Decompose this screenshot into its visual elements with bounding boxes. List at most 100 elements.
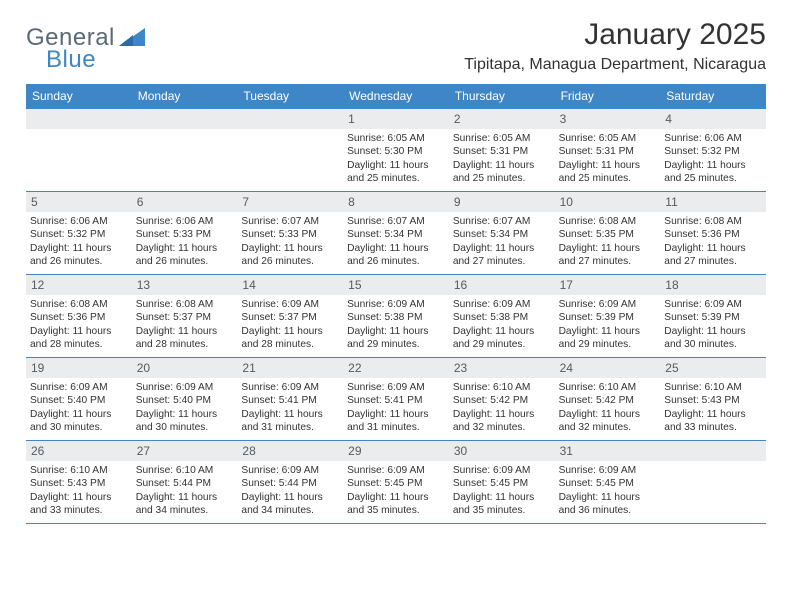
daylight-line: Daylight: 11 hours and 25 minutes. — [664, 159, 762, 186]
daylight-line: Daylight: 11 hours and 25 minutes. — [347, 159, 445, 186]
daylight-line: Daylight: 11 hours and 35 minutes. — [347, 491, 445, 518]
daylight-line: Daylight: 11 hours and 29 minutes. — [559, 325, 657, 352]
sunset-line: Sunset: 5:40 PM — [30, 394, 128, 407]
sunset-line: Sunset: 5:36 PM — [664, 228, 762, 241]
sunrise-line: Sunrise: 6:10 AM — [453, 381, 551, 394]
daylight-line: Daylight: 11 hours and 27 minutes. — [559, 242, 657, 269]
daylight-line: Daylight: 11 hours and 30 minutes. — [30, 408, 128, 435]
sunrise-line: Sunrise: 6:09 AM — [241, 464, 339, 477]
daylight-line: Daylight: 11 hours and 30 minutes. — [136, 408, 234, 435]
day-number: 5 — [26, 192, 132, 212]
daylight-line: Daylight: 11 hours and 25 minutes. — [559, 159, 657, 186]
sunrise-line: Sunrise: 6:08 AM — [136, 298, 234, 311]
sunset-line: Sunset: 5:41 PM — [241, 394, 339, 407]
sunset-line: Sunset: 5:40 PM — [136, 394, 234, 407]
sunset-line: Sunset: 5:33 PM — [241, 228, 339, 241]
daylight-line: Daylight: 11 hours and 29 minutes. — [347, 325, 445, 352]
sunrise-line: Sunrise: 6:09 AM — [241, 381, 339, 394]
daylight-line: Daylight: 11 hours and 26 minutes. — [30, 242, 128, 269]
day-cell: 24Sunrise: 6:10 AMSunset: 5:42 PMDayligh… — [555, 358, 661, 440]
sunset-line: Sunset: 5:38 PM — [453, 311, 551, 324]
daylight-line: Daylight: 11 hours and 33 minutes. — [664, 408, 762, 435]
day-number: 2 — [449, 109, 555, 129]
sunset-line: Sunset: 5:36 PM — [30, 311, 128, 324]
weekday-tuesday: Tuesday — [237, 84, 343, 109]
sunset-line: Sunset: 5:37 PM — [241, 311, 339, 324]
title-block: January 2025 — [584, 18, 766, 52]
daylight-line: Daylight: 11 hours and 28 minutes. — [136, 325, 234, 352]
sunset-line: Sunset: 5:32 PM — [30, 228, 128, 241]
sunset-line: Sunset: 5:31 PM — [453, 145, 551, 158]
daylight-line: Daylight: 11 hours and 31 minutes. — [347, 408, 445, 435]
page-title: January 2025 — [584, 18, 766, 52]
day-cell: 2 Sunrise: 6:05 AMSunset: 5:31 PMDaylight… — [449, 109, 555, 191]
day-number: 24 — [555, 358, 661, 378]
sunrise-line: Sunrise: 6:09 AM — [453, 464, 551, 477]
sunrise-line: Sunrise: 6:09 AM — [347, 298, 445, 311]
daylight-line: Daylight: 11 hours and 32 minutes. — [453, 408, 551, 435]
daylight-line: Daylight: 11 hours and 29 minutes. — [453, 325, 551, 352]
day-number: 8 — [343, 192, 449, 212]
daylight-line: Daylight: 11 hours and 26 minutes. — [241, 242, 339, 269]
brand-triangle-icon — [119, 26, 145, 51]
day-number: 29 — [343, 441, 449, 461]
sunrise-line: Sunrise: 6:05 AM — [453, 132, 551, 145]
sunrise-line: Sunrise: 6:06 AM — [30, 215, 128, 228]
daylight-line: Daylight: 11 hours and 28 minutes. — [241, 325, 339, 352]
weeks-container: 1Sunrise: 6:05 AMSunset: 5:30 PMDaylight… — [26, 109, 766, 524]
sunset-line: Sunset: 5:44 PM — [136, 477, 234, 490]
sunrise-line: Sunrise: 6:10 AM — [664, 381, 762, 394]
calendar-page: General January 2025 Blue Tipitapa, Mana… — [0, 0, 792, 534]
day-number: 25 — [660, 358, 766, 378]
day-number: 21 — [237, 358, 343, 378]
day-cell — [26, 109, 132, 191]
weekday-saturday: Saturday — [660, 84, 766, 109]
sunrise-line: Sunrise: 6:06 AM — [136, 215, 234, 228]
daylight-line: Daylight: 11 hours and 30 minutes. — [664, 325, 762, 352]
weekday-thursday: Thursday — [449, 84, 555, 109]
daylight-line: Daylight: 11 hours and 27 minutes. — [664, 242, 762, 269]
day-cell: 9Sunrise: 6:07 AMSunset: 5:34 PMDaylight… — [449, 192, 555, 274]
daylight-line: Daylight: 11 hours and 32 minutes. — [559, 408, 657, 435]
day-number: 10 — [555, 192, 661, 212]
day-cell: 21Sunrise: 6:09 AMSunset: 5:41 PMDayligh… — [237, 358, 343, 440]
weekday-header-row: Sunday Monday Tuesday Wednesday Thursday… — [26, 84, 766, 109]
day-number: 18 — [660, 275, 766, 295]
sunset-line: Sunset: 5:32 PM — [664, 145, 762, 158]
sunset-line: Sunset: 5:33 PM — [136, 228, 234, 241]
sunrise-line: Sunrise: 6:10 AM — [559, 381, 657, 394]
sunrise-line: Sunrise: 6:08 AM — [559, 215, 657, 228]
sunrise-line: Sunrise: 6:05 AM — [347, 132, 445, 145]
day-number: 12 — [26, 275, 132, 295]
week-row: 12Sunrise: 6:08 AMSunset: 5:36 PMDayligh… — [26, 275, 766, 358]
sunrise-line: Sunrise: 6:08 AM — [30, 298, 128, 311]
calendar-grid: Sunday Monday Tuesday Wednesday Thursday… — [26, 84, 766, 524]
day-cell: 7 Sunrise: 6:07 AMSunset: 5:33 PMDaylight… — [237, 192, 343, 274]
day-number: 7 — [237, 192, 343, 212]
sunset-line: Sunset: 5:38 PM — [347, 311, 445, 324]
daylight-line: Daylight: 11 hours and 27 minutes. — [453, 242, 551, 269]
sunset-line: Sunset: 5:43 PM — [30, 477, 128, 490]
week-row: 1Sunrise: 6:05 AMSunset: 5:30 PMDaylight… — [26, 109, 766, 192]
day-number — [660, 441, 766, 461]
day-cell: 3Sunrise: 6:05 AMSunset: 5:31 PMDaylight… — [555, 109, 661, 191]
daylight-line: Daylight: 11 hours and 25 minutes. — [453, 159, 551, 186]
day-cell: 4Sunrise: 6:06 AMSunset: 5:32 PMDaylight… — [660, 109, 766, 191]
sunrise-line: Sunrise: 6:07 AM — [241, 215, 339, 228]
brand-text-blue: Blue — [46, 46, 96, 73]
day-number: 22 — [343, 358, 449, 378]
sunset-line: Sunset: 5:37 PM — [136, 311, 234, 324]
sunset-line: Sunset: 5:45 PM — [347, 477, 445, 490]
day-number: 30 — [449, 441, 555, 461]
day-cell: 26Sunrise: 6:10 AMSunset: 5:43 PMDayligh… — [26, 441, 132, 523]
sunset-line: Sunset: 5:39 PM — [559, 311, 657, 324]
daylight-line: Daylight: 11 hours and 35 minutes. — [453, 491, 551, 518]
day-number — [132, 109, 238, 129]
daylight-line: Daylight: 11 hours and 36 minutes. — [559, 491, 657, 518]
sunrise-line: Sunrise: 6:08 AM — [664, 215, 762, 228]
day-cell: 22Sunrise: 6:09 AMSunset: 5:41 PMDayligh… — [343, 358, 449, 440]
sunrise-line: Sunrise: 6:05 AM — [559, 132, 657, 145]
sunset-line: Sunset: 5:45 PM — [453, 477, 551, 490]
week-row: 5Sunrise: 6:06 AMSunset: 5:32 PMDaylight… — [26, 192, 766, 275]
day-number: 31 — [555, 441, 661, 461]
